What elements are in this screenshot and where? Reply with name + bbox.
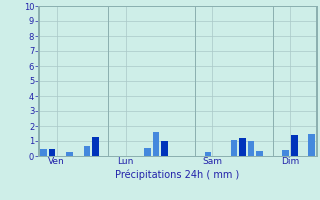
Bar bbox=[308, 134, 315, 156]
Bar bbox=[230, 140, 237, 156]
Bar bbox=[161, 141, 168, 156]
Bar bbox=[291, 135, 298, 156]
Bar bbox=[153, 132, 159, 156]
Bar bbox=[66, 152, 73, 156]
Bar bbox=[248, 141, 254, 156]
Bar bbox=[204, 152, 211, 156]
Bar bbox=[40, 149, 47, 156]
Bar bbox=[92, 137, 99, 156]
X-axis label: Précipitations 24h ( mm ): Précipitations 24h ( mm ) bbox=[116, 169, 240, 180]
Bar bbox=[144, 148, 151, 156]
Bar bbox=[239, 138, 246, 156]
Bar bbox=[84, 146, 90, 156]
Bar bbox=[49, 148, 55, 156]
Bar bbox=[283, 150, 289, 156]
Bar bbox=[257, 151, 263, 156]
